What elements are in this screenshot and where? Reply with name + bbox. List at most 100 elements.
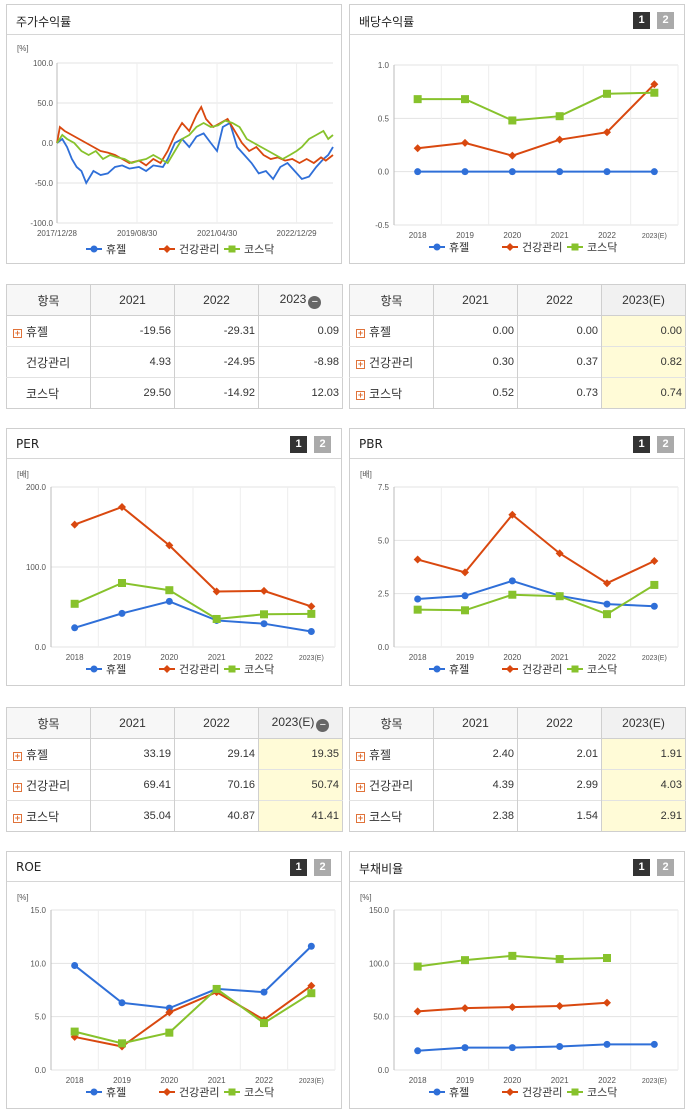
page-2-button[interactable]: 2 <box>314 859 331 876</box>
x-tick-label: 2018 <box>409 653 427 662</box>
x-tick-label: 2020 <box>160 653 178 662</box>
data-point <box>461 1004 469 1013</box>
table-row: + 코스닥 2.38 1.54 2.91 <box>349 800 686 832</box>
page-2-button[interactable]: 2 <box>657 859 674 876</box>
expand-icon[interactable]: + <box>356 389 365 400</box>
table-cell: 2.01 <box>517 738 602 770</box>
table-cell: 2.91 <box>601 800 686 832</box>
debt-ratio-panel: 부채비율 1 2 [%] 150.0 100.0 50.0 0.0 2018 2019 202… <box>349 851 685 1109</box>
table-cell: 29.14 <box>174 738 259 770</box>
y-axis-unit: [%] <box>17 44 29 53</box>
expand-icon[interactable]: + <box>13 812 22 823</box>
y-tick-label: 15.0 <box>30 906 46 915</box>
legend-label: 코스닥 <box>587 1086 617 1099</box>
page-2-button[interactable]: 2 <box>657 12 674 29</box>
y-tick-label: -0.5 <box>375 221 389 230</box>
table-header-cell: 2021 <box>433 707 518 739</box>
data-point <box>118 609 126 617</box>
expand-icon[interactable]: + <box>13 750 22 761</box>
table-header-cell: 2022 <box>517 284 602 316</box>
expand-icon[interactable]: + <box>356 781 365 792</box>
data-point <box>260 610 268 619</box>
expand-icon[interactable]: + <box>356 812 365 823</box>
data-point <box>165 586 174 595</box>
series-line <box>417 83 656 157</box>
data-point <box>461 168 469 176</box>
table-header-cell: 항목 <box>6 284 91 316</box>
table-cell: -8.98 <box>258 346 343 378</box>
data-point <box>413 144 422 153</box>
table-row: + 건강관리 4.39 2.99 4.03 <box>349 769 686 801</box>
data-point <box>555 135 564 144</box>
data-point <box>508 951 517 960</box>
y-tick-label: 2.5 <box>378 590 390 599</box>
series-line <box>417 1043 655 1052</box>
data-point <box>650 580 659 589</box>
data-point <box>650 168 658 176</box>
per-table: 항목 2021 2022 2023(E) − + 휴젤 33.19 29.14 19.35 + 건강관… <box>6 707 343 832</box>
table-header-cell: 2022 <box>174 707 259 739</box>
page-1-button[interactable]: 1 <box>633 436 650 453</box>
collapse-icon[interactable]: − <box>316 718 330 732</box>
table-cell: 0.82 <box>601 346 686 378</box>
dividend-yield-chart: 1.0 0.5 0.0 -0.5 2018 2019 2020 2021 2022 2023(E)… <box>375 61 679 254</box>
expand-icon[interactable]: + <box>356 750 365 761</box>
page-1-button[interactable]: 1 <box>633 12 650 29</box>
data-point <box>118 579 126 587</box>
page-2-button[interactable]: 2 <box>657 436 674 453</box>
series-line <box>417 513 655 585</box>
panel-title: PER <box>16 437 40 451</box>
table-header-cell: 2023(E) <box>601 284 686 316</box>
expand-icon[interactable]: + <box>13 327 22 338</box>
panel-header: PBR 1 2 <box>350 429 684 459</box>
page-1-button[interactable]: 1 <box>290 859 307 876</box>
table-cell: 19.35 <box>258 738 343 770</box>
data-point <box>603 1040 611 1048</box>
x-tick-label: 2021 <box>551 231 569 240</box>
data-point <box>556 168 564 176</box>
expand-icon[interactable]: + <box>356 327 365 338</box>
table-cell: 0.73 <box>517 377 602 409</box>
legend-label: 코스닥 <box>587 663 617 676</box>
table-header-row: 항목 2021 2022 2023(E) <box>349 707 686 739</box>
table-row: + 코스닥 35.04 40.87 41.41 <box>6 800 343 832</box>
pbr-panel: PBR 1 2 [배] 7.5 5.0 2.5 0.0 2018 2019 2020 2021 2… <box>349 428 685 686</box>
legend-label: 코스닥 <box>244 243 274 256</box>
page-1-button[interactable]: 1 <box>633 859 650 876</box>
table-cell: 2.40 <box>433 738 518 770</box>
page-1-button[interactable]: 1 <box>290 436 307 453</box>
y-tick-label: 50.0 <box>373 1013 389 1022</box>
expand-icon[interactable]: + <box>13 781 22 792</box>
table-cell: 4.03 <box>601 769 686 801</box>
series-line <box>74 984 312 1048</box>
legend-marker <box>506 243 514 251</box>
stock-return-panel: 주가수익률 [%] 100.0 50.0 0.0 -50.0 -100.0 2017/12/… <box>6 4 342 264</box>
roe-panel: ROE 1 2 [%] 15.0 10.0 5.0 0.0 2018 2019 2020 202… <box>6 851 342 1109</box>
collapse-icon[interactable]: − <box>308 295 322 309</box>
legend-label: 건강관리 <box>179 1086 219 1099</box>
page-2-button[interactable]: 2 <box>314 436 331 453</box>
table-cell: -24.95 <box>174 346 259 378</box>
data-point <box>555 592 564 601</box>
data-point <box>307 602 316 611</box>
table-cell: 50.74 <box>258 769 343 801</box>
data-point <box>414 595 422 603</box>
table-row: 건강관리 4.93 -24.95 -8.98 <box>6 346 343 378</box>
y-tick-label: 0.0 <box>35 1066 47 1075</box>
x-tick-label: 2021/04/30 <box>197 229 238 238</box>
table-cell: 2.99 <box>517 769 602 801</box>
table-cell: 4.93 <box>90 346 175 378</box>
table-cell: 0.74 <box>601 377 686 409</box>
data-point <box>118 503 126 511</box>
expand-icon[interactable]: + <box>356 358 365 369</box>
y-tick-label: 0.0 <box>378 168 390 177</box>
legend-label: 코스닥 <box>587 241 617 254</box>
data-point <box>508 1003 517 1012</box>
x-tick-label: 2021 <box>208 1076 226 1085</box>
data-point <box>118 999 126 1007</box>
table-header-cell: 항목 <box>6 707 91 739</box>
data-point <box>307 628 315 636</box>
legend-marker <box>506 1088 514 1096</box>
x-tick-label: 2023(E) <box>642 1078 667 1085</box>
